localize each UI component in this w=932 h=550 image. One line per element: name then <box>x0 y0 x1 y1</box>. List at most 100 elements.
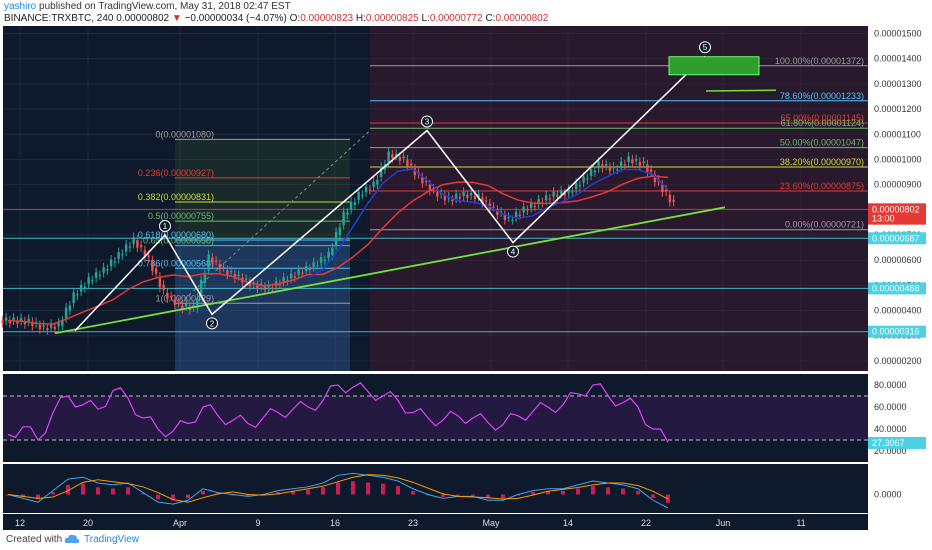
candle-body <box>237 274 240 276</box>
candle-body <box>649 169 653 172</box>
candle-body <box>571 191 574 193</box>
price-marker-badge <box>868 325 926 338</box>
candle-body <box>484 200 488 202</box>
candle-body <box>402 156 405 159</box>
time-axis <box>3 514 868 530</box>
last-price: 0.00000802 <box>116 13 170 24</box>
candle-body <box>522 206 525 213</box>
down-arrow-icon: ▼ <box>171 13 182 24</box>
candle-body <box>424 180 428 182</box>
fib-level-label: 1(0.00000429) <box>155 293 214 303</box>
y-tick-label: 0.00001000 <box>874 154 922 164</box>
low-value: 0.00000772 <box>429 13 483 24</box>
candle-body <box>301 272 304 274</box>
macd-histogram-bar <box>186 494 190 499</box>
candle-body <box>331 247 334 256</box>
candle-body <box>109 259 113 267</box>
author-link[interactable]: yashiro <box>4 1 37 12</box>
fib-level-label: 23.60%(0.00000875) <box>780 181 864 191</box>
macd-histogram-bar <box>591 486 595 495</box>
macd-histogram-bar <box>36 494 40 500</box>
symbol-label: BINANCE:TRXBTC, 240 <box>4 13 114 24</box>
candle-body <box>623 164 627 166</box>
macd-histogram-bar <box>456 494 460 496</box>
candle-body <box>364 186 368 193</box>
candle-body <box>454 194 458 199</box>
candle-body <box>211 257 214 264</box>
candle-body <box>19 318 23 321</box>
macd-histogram-bar <box>366 482 370 495</box>
wave-label: 1 <box>163 222 168 231</box>
macd-pane <box>3 464 868 513</box>
candle-body <box>94 272 98 278</box>
macd-histogram-bar <box>486 494 490 499</box>
macd-histogram-bar <box>576 488 580 495</box>
x-tick-label: Jun <box>716 518 731 528</box>
candle-body <box>548 198 552 200</box>
candle-body <box>12 317 15 321</box>
macd-histogram-bar <box>561 490 565 495</box>
candle-body <box>229 271 233 273</box>
fib-level-label: 78.60%(0.00001233) <box>780 91 864 101</box>
candle-body <box>496 209 499 215</box>
x-tick-label: 20 <box>83 518 93 528</box>
price-chart[interactable]: 100.00%(0.00001372) 78.60%(0.00001233) 65.… <box>0 26 932 530</box>
candle-body <box>244 278 248 280</box>
macd-histogram-bar <box>531 492 535 495</box>
candle-body <box>106 269 109 271</box>
candle-body <box>653 174 657 183</box>
candle-body <box>631 159 634 164</box>
candle-body <box>282 277 285 283</box>
candle-body <box>559 190 563 195</box>
tradingview-cloud-icon <box>64 534 80 543</box>
candle-body <box>8 320 12 324</box>
y-tick-label: 0.00001500 <box>874 29 922 39</box>
candle-body <box>421 177 424 184</box>
candle-body <box>563 193 567 196</box>
candle-body <box>42 325 45 327</box>
candle-body <box>428 184 432 191</box>
macd-histogram-bar <box>381 483 385 495</box>
candle-body <box>616 169 619 171</box>
candle-body <box>372 181 375 188</box>
macd-histogram-bar <box>126 487 130 495</box>
candle-body <box>312 262 315 268</box>
candle-body <box>529 203 533 208</box>
support-trendline <box>54 206 726 335</box>
candle-body <box>147 255 150 258</box>
candle-body <box>267 284 270 288</box>
candle-body <box>68 305 72 311</box>
macd-histogram-bar <box>51 492 55 495</box>
candle-body <box>207 254 210 271</box>
candle-body <box>87 277 90 285</box>
candle-body <box>327 252 330 258</box>
high-value: 0.00000825 <box>365 13 419 24</box>
candle-body <box>132 237 135 244</box>
candle-body <box>462 191 465 196</box>
rsi-band <box>3 396 868 440</box>
fib-left-zone-upper <box>175 139 350 241</box>
fib-level-label: 0.00%(0.00000721) <box>785 220 864 230</box>
macd-histogram-bar <box>396 486 400 495</box>
candle-body <box>76 294 79 296</box>
macd-signal-line <box>7 474 669 503</box>
rsi-tick-label: 20.0000 <box>874 446 907 456</box>
fib-level-label: 65.00%(0.00001145) <box>781 113 864 123</box>
tradingview-brand-link[interactable]: TradingView <box>84 534 140 545</box>
candle-body <box>353 202 357 205</box>
rsi-line <box>7 382 669 443</box>
candle-body <box>387 151 390 162</box>
macd-histogram-bar <box>336 482 340 495</box>
candle-body <box>574 182 578 190</box>
x-tick-label: Apr <box>173 518 187 528</box>
macd-histogram-bar <box>201 490 205 495</box>
candle-body <box>368 189 372 191</box>
candle-body <box>136 240 139 248</box>
macd-histogram-bar <box>651 494 655 499</box>
y-tick-label: 0.00001200 <box>874 104 922 114</box>
macd-histogram-bar <box>306 489 310 495</box>
open-label: O: <box>289 13 301 24</box>
fib-level-label: 0.786(0.00000568) <box>138 258 214 268</box>
candle-body <box>117 252 120 259</box>
candle-body <box>91 280 94 282</box>
